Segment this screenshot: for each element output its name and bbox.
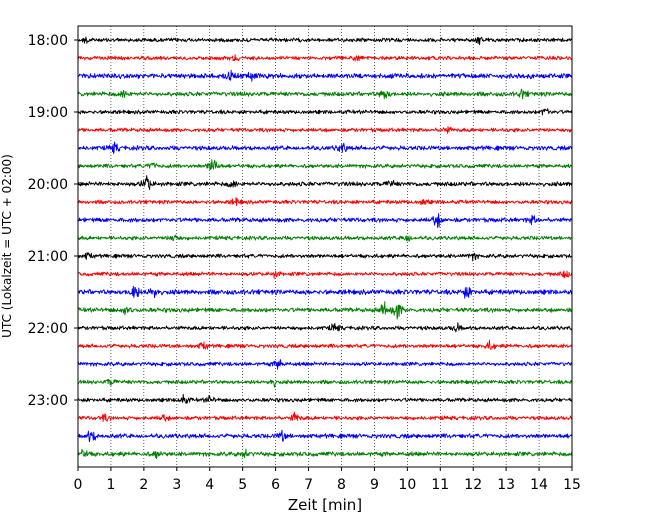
x-tick-label-13: 13 — [497, 477, 515, 493]
x-tick-label-6: 6 — [271, 477, 280, 493]
x-tick-label-15: 15 — [563, 477, 581, 493]
y-axis-ticks: 18:00 19:00 20:00 21:00 22:00 23:00 — [28, 33, 78, 409]
x-tick-label-14: 14 — [530, 477, 548, 493]
x-axis-ticks: 0 1 2 3 4 5 6 7 8 9 10 11 12 13 14 15 — [74, 467, 581, 493]
trace-2345 — [77, 448, 573, 460]
trace-2130 — [77, 285, 573, 299]
trace-2300 — [77, 393, 573, 404]
x-tick-label-9: 9 — [370, 477, 379, 493]
trace-1930 — [77, 141, 573, 154]
x-tick-label-0: 0 — [74, 477, 83, 493]
plot-frame — [77, 25, 573, 468]
trace-2330 — [77, 429, 573, 443]
x-tick-label-10: 10 — [398, 477, 416, 493]
trace-2115 — [77, 270, 573, 279]
x-tick-label-4: 4 — [205, 477, 214, 493]
trace-1915 — [77, 126, 573, 134]
trace-2045 — [77, 234, 573, 242]
seismic-traces — [77, 36, 573, 460]
trace-2315 — [77, 411, 573, 422]
trace-2000 — [77, 175, 573, 191]
y-axis-label: UTC (Lokalzeit = UTC + 02:00) — [0, 154, 14, 338]
x-tick-label-1: 1 — [106, 477, 115, 493]
trace-1845 — [77, 88, 573, 100]
trace-2230 — [77, 359, 573, 370]
trace-2145 — [77, 301, 573, 320]
x-tick-label-7: 7 — [304, 477, 313, 493]
trace-1830 — [77, 69, 573, 82]
x-tick-label-3: 3 — [172, 477, 181, 493]
x-tick-label-8: 8 — [337, 477, 346, 493]
x-tick-label-11: 11 — [431, 477, 449, 493]
x-tick-label-12: 12 — [464, 477, 482, 493]
y-tick-label-2100: 21:00 — [28, 249, 68, 265]
trace-1800 — [77, 36, 573, 46]
trace-1945 — [77, 159, 573, 171]
y-tick-label-1800: 18:00 — [28, 33, 68, 49]
x-tick-label-5: 5 — [238, 477, 247, 493]
y-tick-label-2300: 23:00 — [28, 393, 68, 409]
x-tick-label-2: 2 — [139, 477, 148, 493]
trace-2215 — [77, 339, 573, 350]
trace-2100 — [77, 252, 573, 262]
y-tick-label-2200: 22:00 — [28, 321, 68, 337]
trace-2200 — [77, 322, 573, 333]
trace-2015 — [77, 197, 573, 207]
y-tick-label-2000: 20:00 — [28, 177, 68, 193]
trace-2245 — [77, 378, 573, 388]
trace-1900 — [77, 108, 573, 116]
trace-1815 — [77, 54, 573, 62]
x-axis-label: Zeit [min] — [288, 496, 362, 514]
trace-2030 — [77, 213, 573, 228]
y-tick-label-1900: 19:00 — [28, 105, 68, 121]
